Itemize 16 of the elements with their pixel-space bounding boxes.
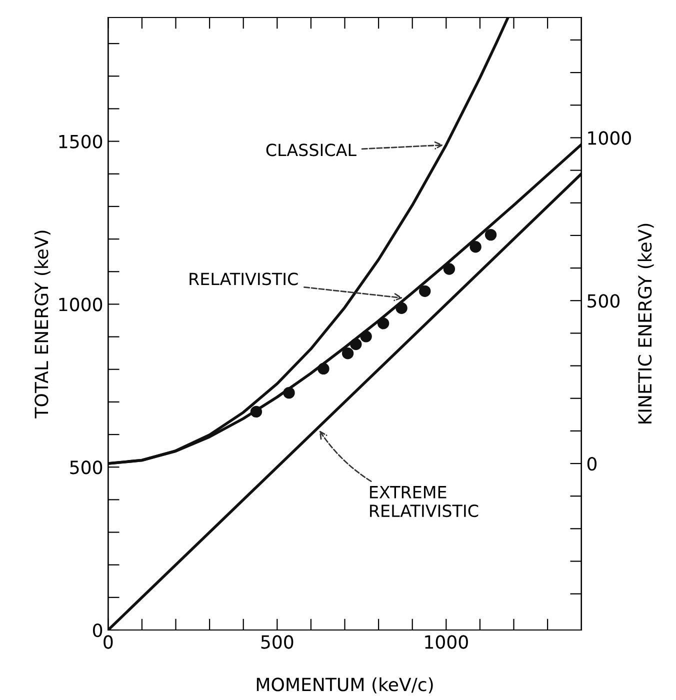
x-tick-label: 0 [104, 635, 113, 649]
annotation: EXTREME RELATIVISTIC [370, 486, 478, 518]
y2-tick-label: 1000 [588, 131, 631, 145]
x-tick-label: 1000 [425, 635, 468, 649]
y-tick-label: 1000 [59, 298, 102, 312]
x-axis-title: MOMENTUM (keV/c) [256, 677, 433, 694]
y2-axis-title: KINETIC ENERGY (keV) [638, 224, 654, 424]
annotation: RELATIVISTIC [190, 272, 298, 286]
y-tick-label: 1500 [59, 134, 102, 148]
y-tick-label: 0 [93, 623, 102, 638]
y2-tick-label: 0 [587, 456, 597, 471]
y-axis-title: TOTAL ENERGY (keV) [34, 230, 50, 418]
y2-tick-label: 500 [588, 294, 620, 308]
y-tick-label: 500 [70, 460, 102, 474]
x-tick-label: 500 [261, 635, 294, 649]
annotation: CLASSICAL [266, 144, 356, 156]
